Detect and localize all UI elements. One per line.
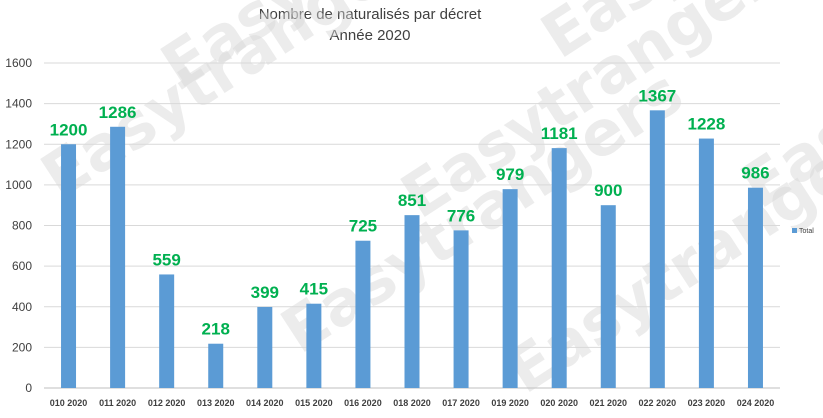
x-tick-label: 014 2020 xyxy=(246,398,284,408)
data-label: 900 xyxy=(594,181,622,200)
x-tick-label: 011 2020 xyxy=(99,398,136,408)
data-label: 218 xyxy=(202,320,230,339)
bar xyxy=(404,215,420,388)
y-tick-label: 1400 xyxy=(5,97,32,111)
y-tick-label: 1000 xyxy=(5,178,32,192)
bar xyxy=(649,110,665,388)
y-tick-label: 400 xyxy=(12,300,32,314)
x-tick-label: 024 2020 xyxy=(737,398,775,408)
data-label: 399 xyxy=(251,283,279,302)
x-tick-label: 020 2020 xyxy=(540,398,578,408)
chart-title: Nombre de naturalisés par décret xyxy=(258,6,482,23)
legend-label: Total xyxy=(799,228,814,235)
x-tick-label: 017 2020 xyxy=(442,398,480,408)
bar xyxy=(208,343,224,388)
y-tick-label: 600 xyxy=(12,259,32,273)
x-tick-label: 012 2020 xyxy=(148,398,186,408)
x-tick-label: 023 2020 xyxy=(688,398,726,408)
data-label: 1228 xyxy=(687,115,725,134)
data-label: 851 xyxy=(398,191,426,210)
data-label: 1200 xyxy=(50,120,88,139)
bar xyxy=(502,189,518,388)
bar xyxy=(110,126,126,388)
data-label: 415 xyxy=(300,280,328,299)
x-tick-label: 013 2020 xyxy=(197,398,235,408)
bar xyxy=(453,230,469,388)
bar xyxy=(551,148,567,388)
y-tick-label: 0 xyxy=(25,381,32,395)
x-tick-label: 019 2020 xyxy=(491,398,529,408)
bar xyxy=(257,306,273,388)
bar xyxy=(355,240,371,388)
data-label: 979 xyxy=(496,165,524,184)
bar xyxy=(698,138,714,388)
y-tick-label: 1600 xyxy=(5,56,32,70)
legend-swatch xyxy=(792,228,797,233)
bar xyxy=(61,144,77,388)
x-tick-label: 015 2020 xyxy=(295,398,333,408)
y-tick-label: 800 xyxy=(12,219,32,233)
data-label: 1286 xyxy=(99,103,137,122)
bar xyxy=(159,274,175,388)
data-label: 1181 xyxy=(541,124,578,143)
legend: Total xyxy=(792,228,814,235)
x-tick-label: 018 2020 xyxy=(393,398,431,408)
x-tick-label: 010 2020 xyxy=(50,398,88,408)
y-tick-label: 1200 xyxy=(5,137,32,151)
data-label: 776 xyxy=(447,206,475,225)
chart-subtitle: Année 2020 xyxy=(329,27,411,44)
data-label: 986 xyxy=(741,164,769,183)
bar xyxy=(306,303,322,388)
data-label: 559 xyxy=(152,250,180,269)
x-tick-label: 016 2020 xyxy=(344,398,382,408)
bar xyxy=(747,187,763,388)
bar xyxy=(600,205,616,388)
x-tick-label: 022 2020 xyxy=(639,398,677,408)
x-tick-label: 021 2020 xyxy=(589,398,627,408)
data-label: 725 xyxy=(349,217,377,236)
y-tick-label: 200 xyxy=(12,340,32,354)
data-label: 1367 xyxy=(638,86,676,105)
